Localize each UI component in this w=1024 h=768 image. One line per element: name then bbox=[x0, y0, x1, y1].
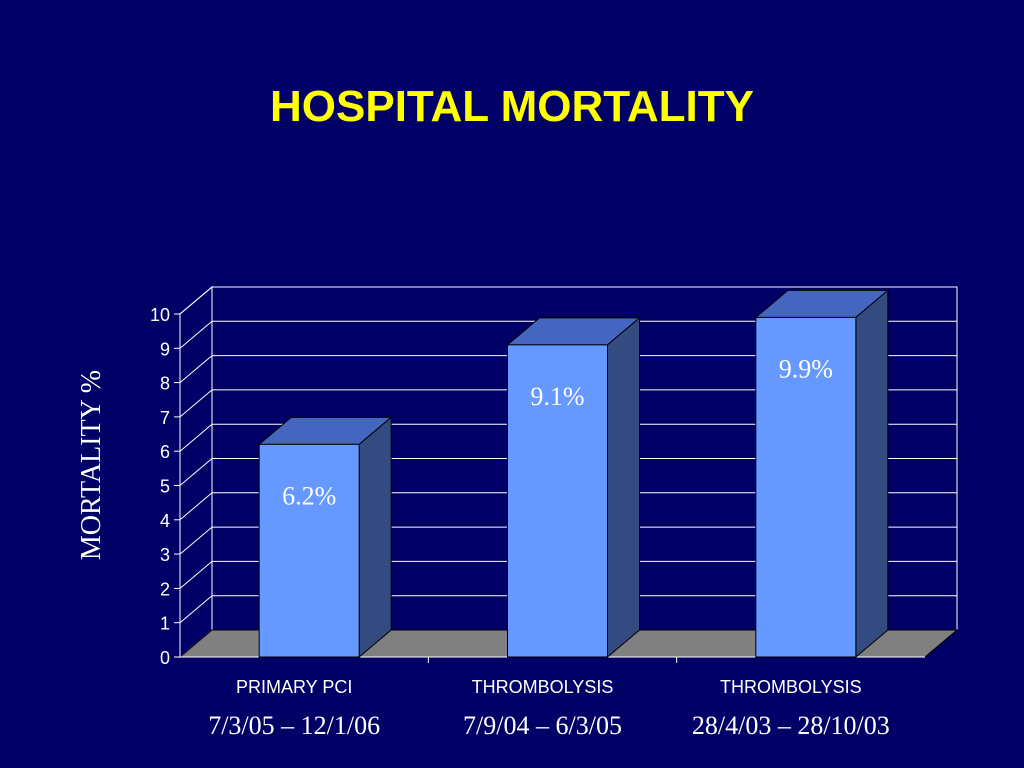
bar-side bbox=[855, 289, 889, 659]
data-labels: 6.2% 9.1% 9.9% bbox=[282, 354, 833, 510]
bar-front bbox=[755, 316, 857, 658]
data-label: 6.2% bbox=[282, 481, 336, 510]
bar bbox=[506, 316, 641, 659]
y-tick-label: 8 bbox=[160, 374, 170, 394]
y-tick-label: 7 bbox=[160, 408, 170, 428]
y-tick-label: 4 bbox=[160, 511, 170, 531]
date-range-label: 7/3/05 – 12/1/06 bbox=[208, 711, 380, 740]
date-range-labels: 7/3/05 – 12/1/06 7/9/04 – 6/3/05 28/4/03 –… bbox=[208, 711, 890, 740]
gridline-side bbox=[179, 492, 213, 521]
gridline-side bbox=[179, 458, 213, 486]
y-tick-label: 0 bbox=[160, 648, 170, 668]
y-tick-label: 5 bbox=[160, 477, 170, 497]
y-tick-label: 9 bbox=[160, 339, 170, 359]
bar-front bbox=[258, 443, 360, 658]
gridline-side bbox=[179, 595, 213, 624]
bars bbox=[257, 289, 890, 659]
category-label: THROMBOLYSIS bbox=[472, 677, 614, 697]
data-label: 9.1% bbox=[530, 382, 584, 411]
gridline-side bbox=[179, 320, 213, 349]
bar bbox=[754, 289, 890, 659]
y-tick-label: 2 bbox=[160, 579, 170, 599]
y-tick-label: 3 bbox=[160, 545, 170, 565]
gridline-side bbox=[179, 389, 213, 418]
category-labels: PRIMARY PCI THROMBOLYSIS THROMBOLYSIS bbox=[236, 677, 862, 697]
bar-side bbox=[607, 316, 640, 659]
bar-side bbox=[358, 416, 392, 659]
category-label: PRIMARY PCI bbox=[236, 677, 352, 697]
y-axis-label: MORTALITY % bbox=[76, 370, 107, 560]
y-tick-label: 6 bbox=[160, 442, 170, 462]
date-range-label: 28/4/03 – 28/10/03 bbox=[692, 711, 890, 740]
category-label: THROMBOLYSIS bbox=[720, 677, 862, 697]
gridline-side bbox=[179, 286, 213, 315]
bar bbox=[257, 416, 393, 659]
gridline-side bbox=[179, 526, 213, 555]
y-tick-label: 1 bbox=[160, 614, 170, 634]
data-label: 9.9% bbox=[779, 354, 833, 383]
chart-title: HOSPITAL MORTALITY bbox=[270, 82, 754, 131]
bar-front bbox=[507, 344, 608, 658]
gridline-side bbox=[179, 423, 213, 452]
gridline-side bbox=[179, 355, 213, 383]
y-tick-labels: 0 1 2 3 4 5 6 7 8 9 10 bbox=[150, 305, 170, 668]
y-tick-label: 10 bbox=[150, 305, 170, 325]
date-range-label: 7/9/04 – 6/3/05 bbox=[463, 711, 622, 740]
gridline-side bbox=[179, 561, 213, 589]
